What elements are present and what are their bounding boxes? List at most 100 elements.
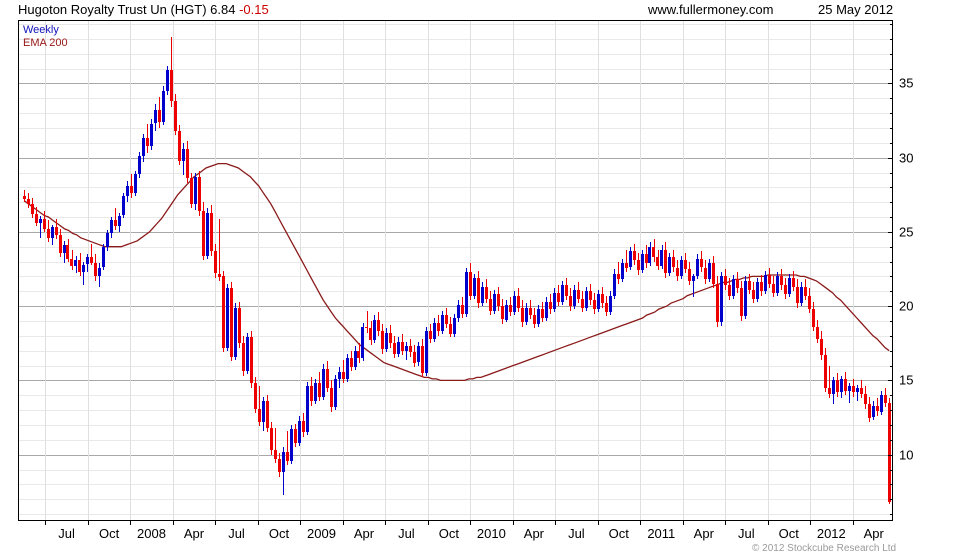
gridline-v [810, 21, 811, 520]
y-axis-label: 10 [899, 447, 914, 463]
gridline-h [19, 454, 892, 456]
x-axis-label: Jul [398, 526, 415, 541]
y-axis-label: 20 [899, 298, 914, 314]
gridline-h [19, 365, 892, 367]
x-axis-label: Oct [438, 526, 460, 541]
gridline-v [130, 21, 132, 520]
gridline-v [385, 21, 387, 520]
x-axis-tick [852, 520, 854, 525]
y-axis-tick [888, 157, 893, 159]
y-axis-tick-minor [890, 246, 893, 248]
y-axis-tick [888, 454, 893, 456]
gridline-v [172, 21, 174, 520]
page-title: Hugoton Royalty Trust Un (HGT) 6.84 -0.1… [18, 2, 269, 17]
x-axis-tick [640, 520, 642, 525]
x-axis-tick [257, 520, 259, 525]
y-axis-tick-minor [890, 276, 893, 278]
gridline-h [19, 484, 892, 486]
gridline-v [640, 21, 642, 520]
y-axis-tick-minor [890, 127, 893, 129]
x-axis-tick [300, 520, 302, 525]
x-axis-label: Oct [268, 526, 290, 541]
gridline-h [19, 246, 892, 248]
x-axis-tick [342, 520, 344, 525]
x-axis-tick [427, 520, 429, 525]
gridline-h [19, 53, 892, 55]
x-axis-label: Jul [737, 526, 755, 541]
y-axis-tick-minor [890, 514, 893, 516]
x-axis-tick [555, 520, 557, 525]
x-axis-label: Apr [523, 526, 545, 541]
gridline-h [19, 306, 892, 308]
y-axis-tick-minor [890, 202, 893, 204]
y-axis-tick [888, 231, 893, 233]
x-axis-tick [767, 520, 769, 525]
x-axis-label: Apr [353, 526, 375, 541]
copyright-notice: © 2012 Stockcube Research Ltd [752, 543, 897, 554]
x-axis-label: Oct [98, 526, 120, 541]
gridline-v [342, 21, 344, 520]
gridline-h [19, 395, 892, 397]
x-axis-label: Apr [693, 526, 714, 541]
y-axis-tick-minor [890, 68, 893, 70]
gridline-h [19, 410, 892, 412]
y-axis-tick-minor [890, 335, 893, 337]
price-chart-plot[interactable]: Weekly EMA 200 [18, 20, 893, 525]
ema-200-line [19, 21, 892, 520]
y-axis-tick-minor [890, 484, 893, 486]
gridline-h [19, 187, 892, 189]
y-axis-tick-minor [890, 98, 893, 100]
gridline-h [19, 499, 892, 501]
x-axis-tick [512, 520, 514, 525]
x-axis-label: 2011 [647, 526, 676, 541]
gridline-h [19, 83, 892, 85]
gridline-h [19, 68, 892, 70]
y-axis-tick-minor [890, 187, 893, 189]
gridline-h [19, 291, 892, 293]
y-axis-tick-minor [890, 395, 893, 397]
y-axis-tick-minor [890, 499, 893, 501]
legend-ema200: EMA 200 [23, 37, 68, 49]
y-axis-tick-minor [890, 24, 893, 25]
website-label: www.fullermoney.com [648, 2, 774, 17]
gridline-h [19, 231, 892, 233]
x-axis-label: 2008 [137, 526, 166, 541]
x-axis-tick [215, 520, 217, 525]
y-axis-tick-minor [890, 53, 893, 55]
y-axis-label: 35 [899, 75, 914, 91]
gridline-h [19, 514, 892, 516]
y-axis-tick-minor [890, 172, 893, 174]
y-axis-tick-minor [890, 113, 893, 115]
gridline-h [19, 335, 892, 337]
gridline-h [19, 350, 892, 352]
x-axis-tick [470, 520, 472, 525]
ema-200-path [23, 162, 890, 382]
chart-date: 25 May 2012 [818, 2, 894, 17]
x-axis-tick [130, 520, 132, 525]
gridline-h [19, 276, 892, 278]
gridline-h [19, 425, 892, 426]
gridline-v [767, 21, 769, 520]
gridline-v [427, 21, 429, 520]
y-axis-label: 15 [899, 372, 914, 388]
y-axis-tick-minor [890, 291, 893, 293]
x-axis-tick [87, 520, 89, 525]
gridline-h [19, 469, 892, 471]
gridline-h [19, 113, 892, 115]
gridline-h [19, 24, 892, 25]
x-axis-label: Jul [228, 526, 245, 541]
weekly-candlesticks [19, 21, 892, 520]
gridline-v [597, 21, 599, 520]
legend-weekly: Weekly [23, 24, 59, 36]
y-axis-tick-minor [890, 350, 893, 352]
x-axis-label: Apr [183, 526, 205, 541]
price-change: -0.15 [239, 2, 269, 17]
gridline-v [45, 21, 47, 520]
x-axis-tick [682, 520, 684, 525]
y-axis-tick-minor [890, 410, 893, 412]
gridline-h [19, 127, 892, 129]
y-axis-tick [888, 380, 893, 382]
y-axis-tick-minor [890, 261, 893, 263]
y-axis-tick [888, 83, 893, 85]
